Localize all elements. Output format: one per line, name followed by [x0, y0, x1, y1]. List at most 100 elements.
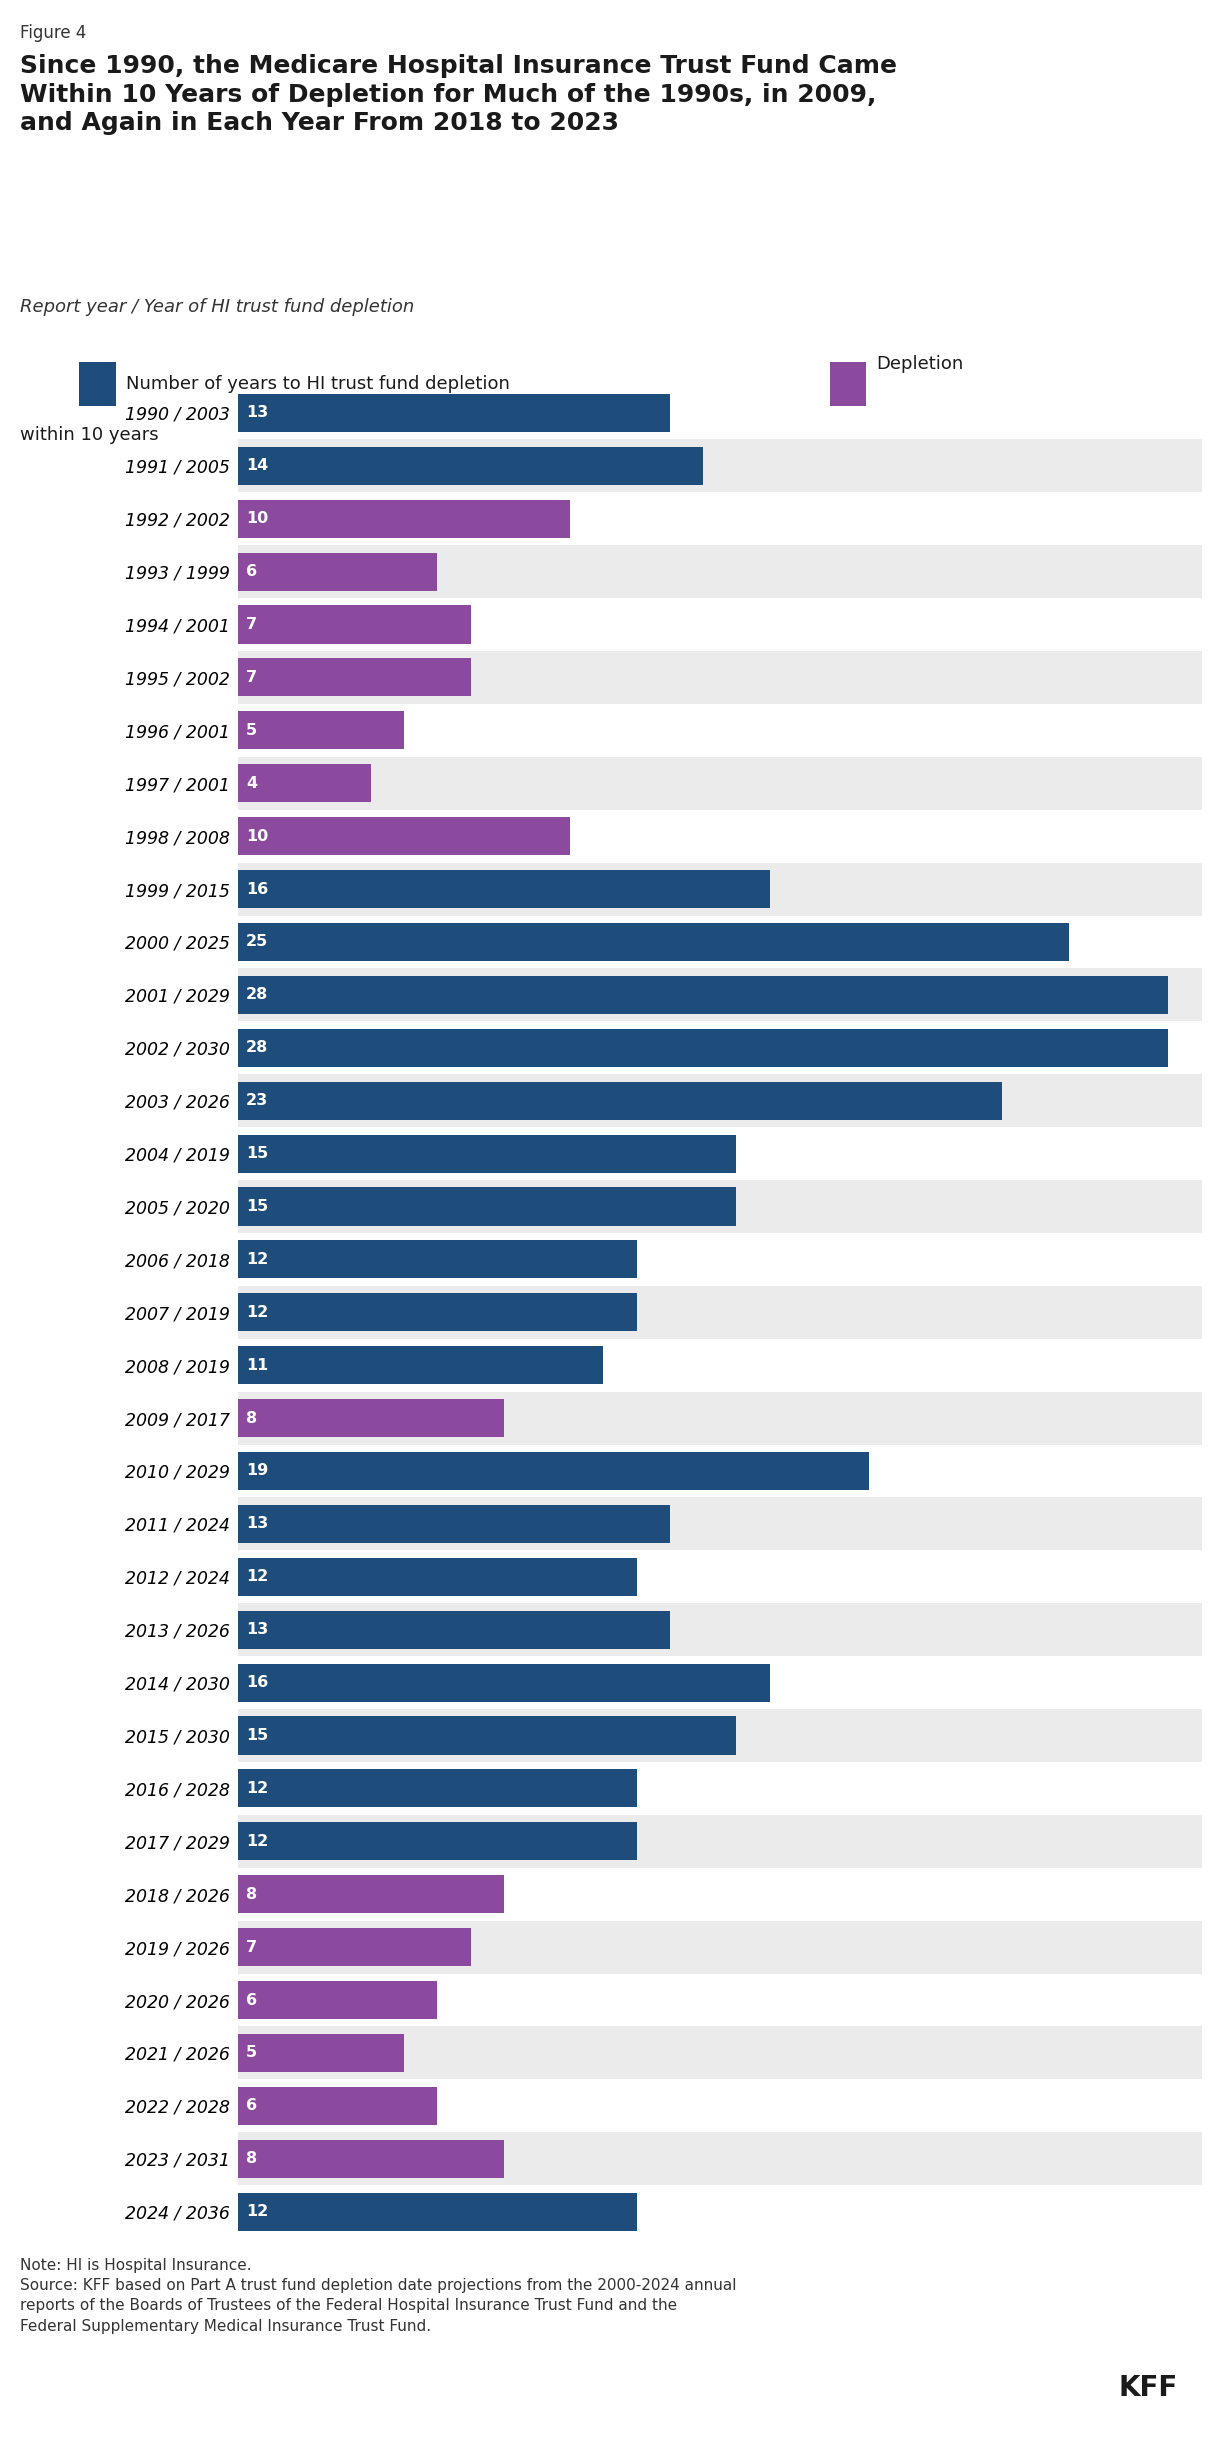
Bar	[238, 1446, 1202, 1497]
Bar	[238, 440, 1202, 492]
Text: 28: 28	[246, 988, 268, 1003]
Bar	[238, 651, 1202, 704]
Bar	[238, 1453, 870, 1490]
Bar	[238, 1768, 637, 1808]
Text: 12: 12	[246, 2204, 268, 2219]
Bar	[238, 1981, 437, 2018]
Bar	[238, 599, 1202, 651]
Bar	[238, 658, 471, 697]
Bar	[238, 394, 670, 433]
Bar	[238, 448, 703, 484]
Bar	[238, 553, 437, 589]
Bar	[238, 817, 570, 856]
Bar	[238, 1558, 637, 1595]
Bar	[238, 1822, 637, 1861]
Bar	[238, 1030, 1169, 1066]
Bar	[238, 863, 1202, 915]
Text: 5: 5	[246, 724, 257, 739]
Text: 10: 10	[246, 829, 268, 844]
Bar	[238, 810, 1202, 863]
Bar	[238, 1602, 1202, 1656]
Text: 12: 12	[246, 1304, 268, 1321]
Text: Figure 4: Figure 4	[20, 24, 85, 42]
Bar	[238, 607, 471, 643]
Bar	[238, 1399, 504, 1438]
Bar	[238, 871, 770, 907]
Text: 11: 11	[246, 1358, 268, 1372]
Text: Number of years to HI trust fund depletion: Number of years to HI trust fund depleti…	[126, 374, 510, 394]
Text: 8: 8	[246, 2150, 257, 2167]
Text: 6: 6	[246, 2099, 257, 2113]
Text: 25: 25	[246, 934, 268, 949]
Bar	[238, 915, 1202, 969]
Bar	[238, 2086, 437, 2126]
Text: 13: 13	[246, 1517, 268, 1531]
Bar	[238, 386, 1202, 440]
Bar	[238, 1876, 504, 1913]
Text: Note: HI is Hospital Insurance.
Source: KFF based on Part A trust fund depletion: Note: HI is Hospital Insurance. Source: …	[20, 2258, 736, 2333]
Bar	[238, 1497, 1202, 1551]
Bar	[238, 1233, 1202, 1287]
Bar	[238, 1287, 1202, 1338]
Bar	[238, 1186, 737, 1225]
Bar	[238, 1392, 1202, 1446]
Bar	[238, 1609, 670, 1649]
Bar	[238, 1815, 1202, 1869]
Bar	[238, 499, 570, 538]
Bar	[238, 1294, 637, 1331]
Bar	[238, 2133, 1202, 2184]
Text: Report year / Year of HI trust fund depletion: Report year / Year of HI trust fund depl…	[20, 298, 414, 316]
Bar	[238, 1761, 1202, 1815]
Bar	[238, 1974, 1202, 2025]
Text: 6: 6	[246, 565, 257, 580]
Text: 10: 10	[246, 511, 268, 526]
Text: KFF: KFF	[1118, 2375, 1177, 2402]
Text: 8: 8	[246, 1886, 257, 1901]
Bar	[238, 1504, 670, 1543]
Text: 12: 12	[246, 1570, 268, 1585]
Bar	[238, 969, 1202, 1022]
Bar	[238, 1927, 471, 1967]
Bar	[238, 545, 1202, 599]
Bar	[238, 1717, 737, 1754]
Bar	[238, 1920, 1202, 1974]
Text: 12: 12	[246, 1781, 268, 1795]
Bar	[238, 1081, 1003, 1120]
Text: Depletion: Depletion	[876, 355, 964, 372]
Text: 5: 5	[246, 2045, 257, 2060]
Bar	[238, 1869, 1202, 1920]
Text: 28: 28	[246, 1040, 268, 1054]
Bar	[238, 1022, 1202, 1074]
Text: 7: 7	[246, 1940, 257, 1954]
Text: 12: 12	[246, 1834, 268, 1849]
Text: 16: 16	[246, 1676, 268, 1690]
Text: 16: 16	[246, 881, 268, 898]
Text: 12: 12	[246, 1252, 268, 1267]
Bar	[238, 1338, 1202, 1392]
Bar	[238, 1135, 737, 1172]
Bar	[238, 2192, 637, 2231]
Text: 13: 13	[246, 406, 268, 421]
Bar	[238, 1179, 1202, 1233]
Bar	[238, 2079, 1202, 2133]
Text: 19: 19	[246, 1463, 268, 1477]
Text: 4: 4	[246, 775, 257, 790]
Bar	[238, 763, 371, 802]
Bar	[238, 922, 1069, 961]
Text: Since 1990, the Medicare Hospital Insurance Trust Fund Came
Within 10 Years of D: Since 1990, the Medicare Hospital Insura…	[20, 54, 897, 135]
Bar	[238, 2184, 1202, 2238]
Bar	[238, 1345, 604, 1384]
Bar	[238, 1663, 770, 1702]
Bar	[238, 1551, 1202, 1602]
Bar	[238, 976, 1169, 1015]
Bar	[238, 492, 1202, 545]
Text: 15: 15	[246, 1147, 268, 1162]
Bar	[238, 712, 404, 748]
Bar	[238, 1074, 1202, 1128]
Bar	[238, 2025, 1202, 2079]
Bar	[238, 2035, 404, 2072]
Text: 23: 23	[246, 1093, 268, 1108]
Text: 6: 6	[246, 1993, 257, 2008]
Bar	[238, 756, 1202, 810]
Bar	[238, 1128, 1202, 1179]
